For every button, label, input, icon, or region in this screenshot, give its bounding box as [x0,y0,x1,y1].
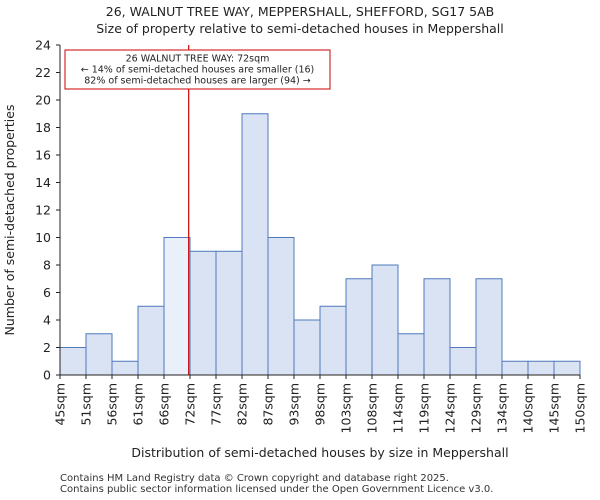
bar-124sqm [449,347,477,376]
annotation-line-property: 26 WALNUT TREE WAY: 72sqm [126,54,270,65]
bar-82sqm [241,113,269,376]
y-tick-label: 6 [43,285,51,300]
y-tick-label: 10 [35,230,51,245]
x-ticks-group: 45sqm 51sqm 56sqm 61sqm 66sqm 72sqm 77sqm 82sqm… [53,375,588,433]
annotation-line-smaller: ← 14% of semi-detached houses are smalle… [81,65,315,76]
attribution: Contains HM Land Registry data © Crown c… [60,473,493,495]
annotation-frame [64,49,331,90]
bar-103sqm [345,278,373,376]
bar-56sqm [111,360,139,376]
x-axis-label: Distribution of semi-detached houses by … [131,445,508,460]
y-tick-label: 20 [35,93,51,108]
x-tick-label: 45sqm [53,383,68,426]
y-tick-label: 4 [43,313,51,328]
y-tick-label: 2 [43,340,51,355]
x-tick-label: 51sqm [79,383,94,426]
bar-61sqm [137,305,165,376]
x-tick-label: 114sqm [391,383,406,433]
y-tick-label: 0 [43,368,51,383]
bar-93sqm [293,319,321,376]
bars-group [59,113,581,376]
bar-87sqm [267,237,295,376]
x-tick-label: 77sqm [209,383,224,426]
x-tick-label: 82sqm [235,383,250,426]
bar-66sqm [163,237,191,376]
y-tick-label: 8 [43,258,51,273]
bar-108sqm [371,264,399,376]
x-tick-label: 124sqm [443,383,458,433]
bar-140sqm [527,360,555,376]
x-tick-label: 72sqm [183,383,198,426]
x-tick-label: 56sqm [105,383,120,426]
y-tick-label: 22 [35,65,51,80]
annotation-box: 26 WALNUT TREE WAY: 72sqm ← 14% of semi-… [64,49,331,90]
x-tick-label: 150sqm [573,383,588,433]
x-tick-label: 129sqm [469,383,484,433]
chart-title: 26, WALNUT TREE WAY, MEPPERSHALL, SHEFFO… [0,3,600,37]
x-tick-label: 134sqm [495,383,510,433]
y-tick-label: 12 [35,203,51,218]
bar-119sqm [423,278,451,376]
x-tick-label: 98sqm [313,383,328,426]
x-tick-label: 140sqm [521,383,536,433]
y-tick-label: 14 [35,175,51,190]
x-tick-label: 145sqm [547,383,562,433]
bar-51sqm [85,333,113,376]
bar-45sqm [59,347,87,376]
attribution-line-land-registry: Contains HM Land Registry data © Crown c… [60,473,449,484]
x-tick-label: 93sqm [287,383,302,426]
y-axis-label: Number of semi-detached properties [2,105,17,336]
annotation-line-larger: 82% of semi-detached houses are larger (… [84,76,311,87]
bar-77sqm [215,250,243,376]
x-tick-label: 108sqm [365,383,380,433]
bar-145sqm [553,360,581,376]
y-tick-label: 18 [35,120,51,135]
title-line-subtitle: Size of property relative to semi-detach… [96,21,504,36]
y-tick-label: 16 [35,148,51,163]
x-tick-label: 119sqm [417,383,432,433]
y-tick-label: 24 [35,38,51,53]
bar-114sqm [397,333,425,376]
x-tick-label: 87sqm [261,383,276,426]
x-tick-label: 66sqm [157,383,172,426]
title-line-address: 26, WALNUT TREE WAY, MEPPERSHALL, SHEFFO… [105,4,495,19]
bar-134sqm [501,360,529,376]
bar-72sqm [189,250,217,376]
attribution-line-licence: Contains public sector information licen… [60,484,494,495]
bar-129sqm [475,278,503,376]
x-tick-label: 103sqm [339,383,354,433]
x-tick-label: 61sqm [131,383,146,426]
bar-98sqm [319,305,347,376]
